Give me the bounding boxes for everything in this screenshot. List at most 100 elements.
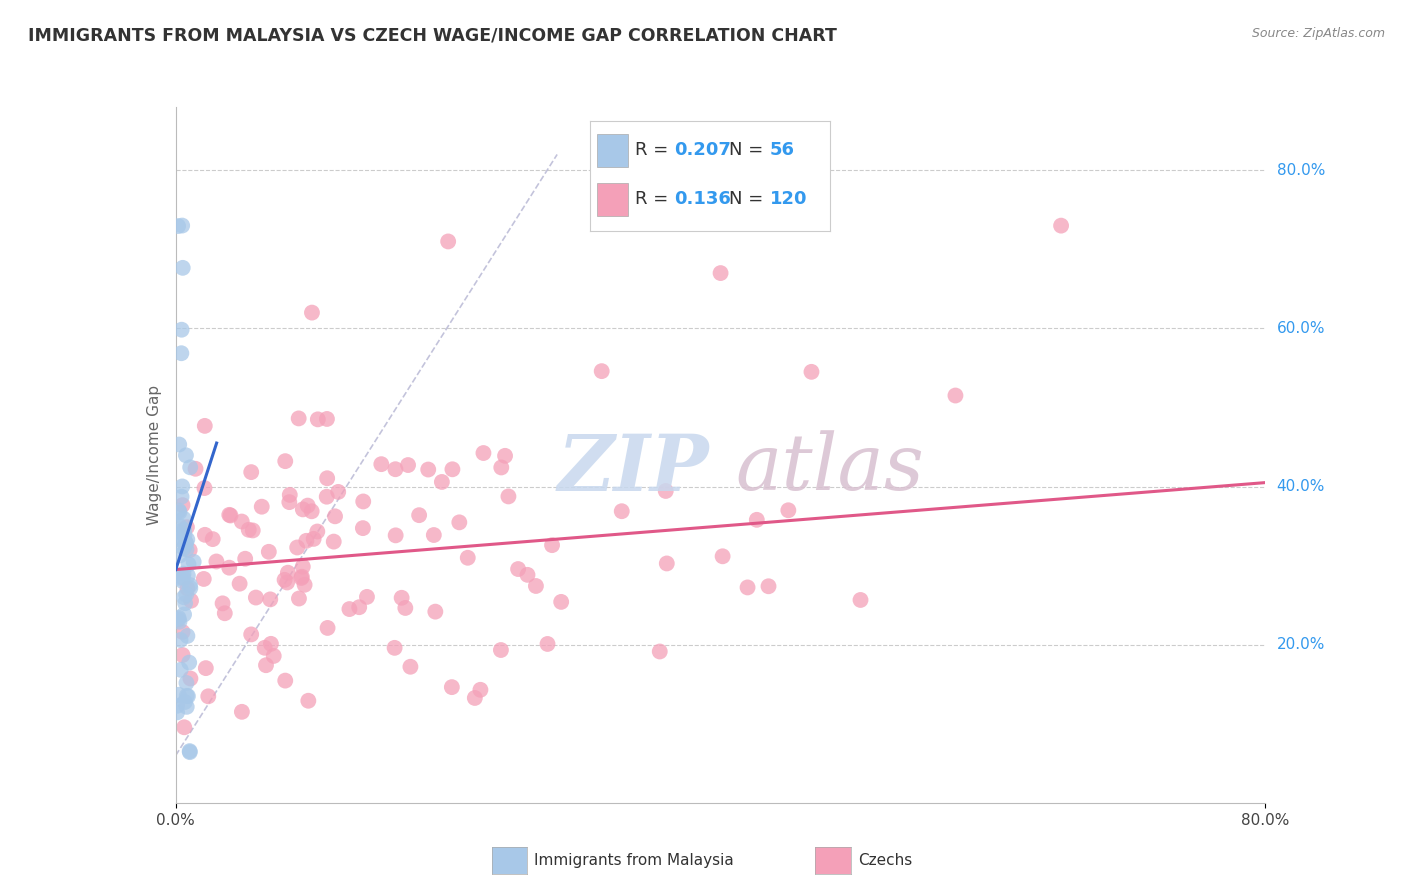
Point	[297, 499, 319, 513]
Point	[498, 490, 520, 504]
Point	[277, 566, 299, 580]
Point	[172, 625, 194, 640]
Point	[259, 592, 281, 607]
Point	[250, 500, 273, 514]
Point	[231, 515, 253, 529]
Point	[173, 541, 195, 556]
Point	[240, 465, 263, 479]
Point	[238, 523, 260, 537]
Point	[174, 596, 197, 610]
Point	[166, 706, 188, 720]
Point	[260, 637, 283, 651]
Text: 20.0%: 20.0%	[1277, 637, 1324, 652]
Point	[302, 532, 325, 546]
Point	[218, 560, 240, 574]
Point	[307, 412, 329, 426]
Point	[172, 260, 194, 275]
Point	[408, 508, 430, 523]
Point	[166, 524, 188, 539]
Text: 56: 56	[769, 141, 794, 159]
Text: R =: R =	[636, 141, 675, 159]
Point	[655, 557, 678, 571]
Point	[591, 364, 613, 378]
Text: 60.0%: 60.0%	[1277, 321, 1324, 336]
Point	[167, 611, 190, 625]
Point	[170, 346, 193, 360]
Point	[316, 471, 339, 485]
Point	[423, 528, 446, 542]
Point	[945, 388, 967, 402]
Point	[287, 411, 309, 425]
Point	[174, 538, 197, 552]
Point	[245, 591, 267, 605]
Point	[173, 607, 195, 622]
Point	[849, 593, 872, 607]
Bar	[598, 134, 628, 167]
Point	[399, 659, 422, 673]
Point	[418, 462, 440, 476]
Point	[472, 446, 495, 460]
Point	[173, 528, 195, 542]
Point	[179, 578, 201, 592]
Point	[464, 690, 486, 705]
Point	[291, 559, 314, 574]
Point	[316, 412, 339, 426]
Point	[169, 519, 191, 533]
Point	[536, 637, 558, 651]
Point	[179, 581, 201, 595]
Point	[205, 554, 228, 568]
Point	[179, 543, 201, 558]
Point	[176, 520, 198, 534]
Point	[167, 571, 190, 585]
Point	[231, 705, 253, 719]
Point	[295, 533, 318, 548]
Point	[356, 590, 378, 604]
Point	[174, 536, 197, 550]
Point	[524, 579, 547, 593]
Point	[173, 566, 195, 581]
Y-axis label: Wage/Income Gap: Wage/Income Gap	[146, 384, 162, 525]
Text: N =: N =	[728, 190, 769, 208]
Point	[172, 479, 194, 493]
Text: 0.207: 0.207	[673, 141, 731, 159]
Point	[167, 688, 190, 702]
Point	[470, 682, 492, 697]
Point	[211, 596, 233, 610]
Point	[184, 462, 207, 476]
Point	[301, 504, 323, 518]
Point	[169, 632, 191, 647]
Point	[179, 744, 201, 758]
Point	[169, 505, 191, 519]
Point	[257, 545, 280, 559]
Point	[758, 579, 780, 593]
Point	[394, 601, 416, 615]
Point	[177, 558, 200, 572]
Point	[347, 600, 370, 615]
Point	[170, 531, 193, 545]
Point	[541, 538, 564, 552]
Point	[170, 490, 193, 504]
Point	[169, 663, 191, 677]
Point	[242, 524, 264, 538]
Point	[610, 504, 633, 518]
Point	[179, 656, 201, 670]
Point	[290, 571, 312, 585]
Point	[169, 549, 191, 563]
Point	[322, 534, 344, 549]
Point	[328, 484, 350, 499]
Text: Immigrants from Malaysia: Immigrants from Malaysia	[534, 854, 734, 868]
Point	[172, 648, 194, 662]
Text: IMMIGRANTS FROM MALAYSIA VS CZECH WAGE/INCOME GAP CORRELATION CHART: IMMIGRANTS FROM MALAYSIA VS CZECH WAGE/I…	[28, 27, 837, 45]
Point	[214, 606, 236, 620]
Point	[278, 488, 301, 502]
Text: 40.0%: 40.0%	[1277, 479, 1324, 494]
Point	[172, 570, 194, 584]
Point	[176, 699, 198, 714]
Point	[170, 323, 193, 337]
Point	[384, 462, 406, 476]
Point	[508, 562, 530, 576]
Point	[193, 572, 215, 586]
Point	[384, 640, 406, 655]
Point	[263, 648, 285, 663]
Point	[1050, 219, 1073, 233]
